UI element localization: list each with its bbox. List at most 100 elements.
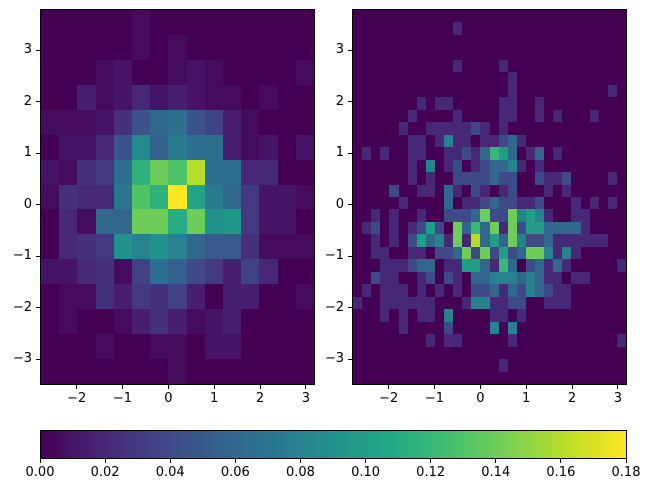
heatmap-cell xyxy=(241,184,260,210)
heatmap-cell xyxy=(407,10,417,23)
heatmap-cell xyxy=(535,334,545,347)
heatmap-cell xyxy=(544,59,554,73)
heatmap-cell xyxy=(277,334,296,360)
heatmap-cell xyxy=(389,359,399,372)
heatmap-cell xyxy=(223,10,242,35)
heatmap-cell xyxy=(389,84,399,98)
heatmap-cell xyxy=(277,209,296,235)
heatmap-cell xyxy=(77,134,96,160)
heatmap-cell xyxy=(516,259,526,272)
heatmap-cell xyxy=(453,109,463,123)
heatmap-cell xyxy=(168,309,187,335)
heatmap-cell xyxy=(150,184,169,210)
heatmap-cell xyxy=(113,309,132,335)
heatmap-cell xyxy=(544,10,554,23)
heatmap-cell xyxy=(598,72,608,85)
heatmap-cell xyxy=(150,34,169,60)
heatmap-cell xyxy=(362,271,372,285)
heatmap-cell xyxy=(434,296,444,310)
heatmap-cell xyxy=(562,34,572,48)
heatmap-cell xyxy=(371,34,381,48)
heatmap-cell xyxy=(453,97,463,110)
heatmap-cell xyxy=(398,59,408,73)
heatmap-cell xyxy=(113,159,132,185)
heatmap-cell xyxy=(507,10,517,23)
heatmap-cell xyxy=(41,84,60,110)
colorbar-tick-label: 0.12 xyxy=(416,465,446,480)
heatmap-cell xyxy=(416,34,426,48)
colorbar-tick-mark xyxy=(495,459,497,463)
heatmap-cell xyxy=(480,346,490,360)
heatmap-cell xyxy=(425,321,435,335)
heatmap-cell xyxy=(434,346,444,360)
heatmap-cell xyxy=(471,221,481,235)
heatmap-cell xyxy=(259,84,278,110)
heatmap-cell xyxy=(77,284,96,310)
heatmap-cell xyxy=(544,346,554,360)
heatmap-cell xyxy=(525,22,535,35)
heatmap-cell xyxy=(489,346,499,360)
heatmap-cell xyxy=(389,309,399,322)
heatmap-cell xyxy=(480,34,490,48)
heatmap-cell xyxy=(59,209,78,235)
heatmap-cell xyxy=(525,259,535,272)
heatmap-cell xyxy=(453,284,463,297)
heatmap-cell xyxy=(607,122,617,135)
heatmap-cell xyxy=(544,159,554,173)
x-tick-label: −1 xyxy=(112,391,133,406)
heatmap-cell xyxy=(425,172,435,185)
heatmap-cell xyxy=(407,246,417,260)
heatmap-cell xyxy=(489,184,499,197)
heatmap-cell xyxy=(480,184,490,197)
heatmap-cell xyxy=(425,134,435,148)
y-tick-mark xyxy=(36,358,40,360)
heatmap-cell xyxy=(444,234,454,247)
heatmap-cell xyxy=(516,209,526,222)
heatmap-cell xyxy=(535,72,545,85)
heatmap-cell xyxy=(389,147,399,160)
heatmap-cell xyxy=(525,346,535,360)
heatmap-cell xyxy=(516,10,526,23)
heatmap-cell xyxy=(525,109,535,123)
heatmap-cell xyxy=(498,259,508,272)
heatmap-cell xyxy=(562,122,572,135)
heatmap-cell xyxy=(471,109,481,123)
heatmap-cell xyxy=(389,259,399,272)
heatmap-cell xyxy=(444,346,454,360)
heatmap-cell xyxy=(598,234,608,247)
heatmap-cell xyxy=(132,84,151,110)
heatmap-cell xyxy=(371,284,381,297)
heatmap-cell xyxy=(580,147,590,160)
heatmap-cell xyxy=(41,109,60,135)
heatmap-cell xyxy=(616,159,626,173)
x-tick-label: 0 xyxy=(476,391,485,406)
heatmap-cell xyxy=(471,346,481,360)
heatmap-cell xyxy=(544,22,554,35)
heatmap-cell xyxy=(480,196,490,210)
heatmap-cell xyxy=(150,234,169,260)
heatmap-cell xyxy=(453,172,463,185)
heatmap-cell xyxy=(525,34,535,48)
heatmap-cell xyxy=(616,371,626,384)
heatmap-cell xyxy=(444,22,454,35)
heatmap-cell xyxy=(416,284,426,297)
heatmap-cell xyxy=(295,84,314,110)
heatmap-cell xyxy=(498,134,508,148)
heatmap-cell xyxy=(425,371,435,384)
heatmap-cell xyxy=(353,59,363,73)
heatmap-cell xyxy=(41,59,60,85)
heatmap-cell xyxy=(598,296,608,310)
colorbar-tick-mark xyxy=(430,459,432,463)
heatmap-cell xyxy=(480,172,490,185)
heatmap-cell xyxy=(498,321,508,335)
heatmap-cell xyxy=(444,259,454,272)
heatmap-cell xyxy=(462,10,472,23)
y-tick-mark xyxy=(348,307,352,309)
heatmap-cell xyxy=(571,296,581,310)
heatmap-cell xyxy=(407,234,417,247)
heatmap-cell xyxy=(462,346,472,360)
heatmap-cell xyxy=(77,59,96,85)
heatmap-cell xyxy=(562,371,572,384)
heatmap-cell xyxy=(571,109,581,123)
heatmap-cell xyxy=(407,284,417,297)
